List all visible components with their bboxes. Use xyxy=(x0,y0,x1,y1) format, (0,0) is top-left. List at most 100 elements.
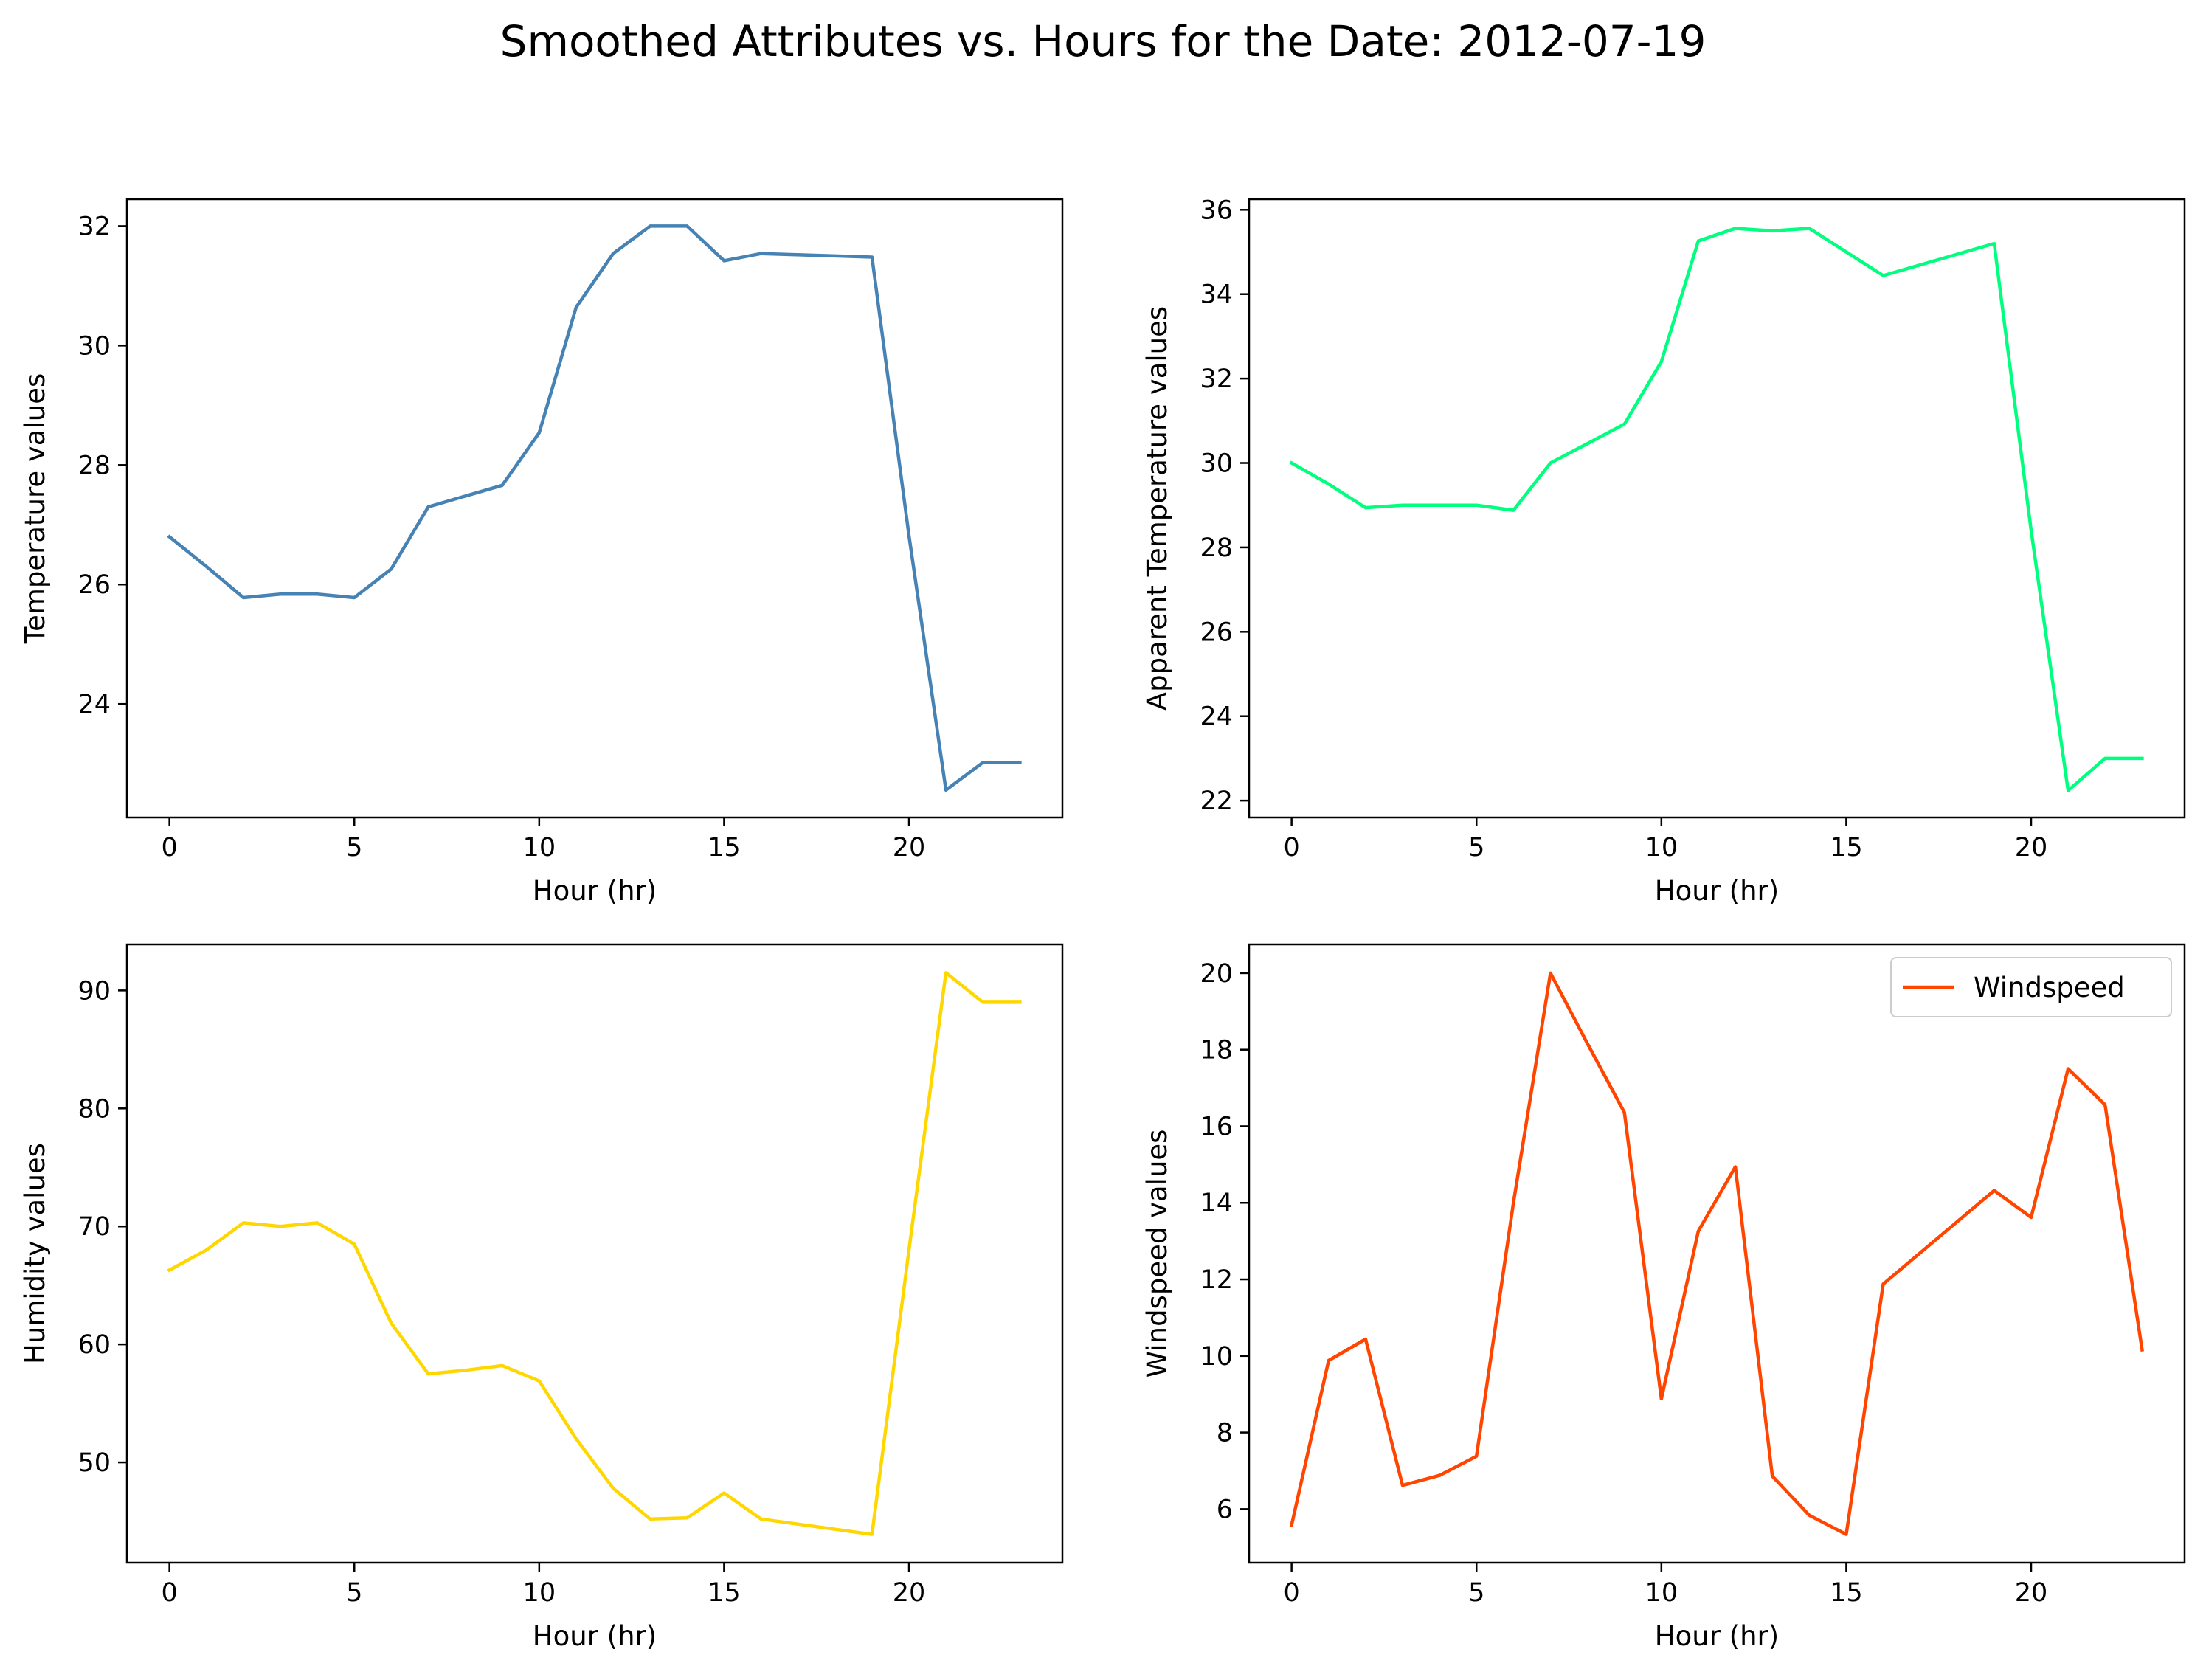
y-tick-label: 34 xyxy=(1200,280,1233,310)
data-point xyxy=(390,567,393,570)
y-tick-label: 80 xyxy=(77,1094,111,1124)
y-tick-label: 50 xyxy=(77,1448,111,1478)
data-point xyxy=(1549,462,1552,465)
subplot-1: 0 5 10 15 20 24 26 28 30 32 Hour (hr) Temperature v… xyxy=(19,198,1064,907)
subplot-2: 0 5 10 15 20 22 24 26 28 30 32 34 36 Hour (hr) Apparen… xyxy=(1141,196,2186,907)
data-point xyxy=(1438,1474,1441,1477)
legend-box xyxy=(1890,957,2172,1017)
data-point xyxy=(1771,229,1774,232)
data-point xyxy=(760,252,763,255)
data-point xyxy=(1586,442,1589,445)
data-point xyxy=(279,1225,282,1228)
y-tick-label: 24 xyxy=(1200,702,1233,732)
y-tick-label: 26 xyxy=(77,570,111,600)
data-point xyxy=(944,789,947,792)
y-axis-label: Temperature values xyxy=(19,373,51,644)
data-point xyxy=(685,224,688,227)
data-point xyxy=(1327,1359,1330,1362)
data-point xyxy=(1475,1455,1478,1458)
figure-title: Smoothed Attributes vs. Hours for the Da… xyxy=(499,16,1707,66)
data-point xyxy=(907,534,910,537)
y-axis-label: Apparent Temperature values xyxy=(1141,306,1173,711)
y-tick-label: 26 xyxy=(1200,618,1233,647)
data-point xyxy=(205,565,208,568)
data-point xyxy=(612,1487,615,1490)
data-point xyxy=(575,1437,578,1440)
x-tick-label: 10 xyxy=(523,833,556,863)
x-tick-label: 15 xyxy=(1830,833,1863,863)
data-point xyxy=(871,1533,874,1536)
data-point xyxy=(2067,789,2070,792)
x-tick-label: 0 xyxy=(161,1578,177,1608)
x-tick-label: 0 xyxy=(161,833,177,863)
data-point xyxy=(1364,506,1367,509)
y-tick-label: 14 xyxy=(1200,1189,1233,1218)
series-line xyxy=(167,224,1022,792)
data-point xyxy=(427,505,430,508)
data-point xyxy=(464,494,467,497)
data-point xyxy=(1327,483,1330,485)
y-tick-label: 8 xyxy=(1217,1419,1233,1448)
y-tick-label: 60 xyxy=(77,1330,111,1360)
data-point xyxy=(1771,1475,1774,1478)
y-axis-label: Humidity values xyxy=(19,1143,51,1364)
y-tick-label: 24 xyxy=(77,690,111,719)
legend: Windspeed xyxy=(1890,957,2172,1017)
y-tick-label: 28 xyxy=(77,451,111,480)
data-point xyxy=(760,1518,763,1521)
y-tick-label: 30 xyxy=(77,331,111,361)
data-point xyxy=(1364,1338,1367,1341)
data-point xyxy=(981,761,984,764)
data-point xyxy=(2140,757,2143,760)
y-tick-label: 30 xyxy=(1200,449,1233,479)
data-point xyxy=(1660,360,1663,363)
x-tick-label: 5 xyxy=(346,833,362,863)
data-point xyxy=(501,1364,504,1367)
data-point xyxy=(2103,1103,2106,1106)
data-point xyxy=(649,1518,651,1521)
x-tick-label: 20 xyxy=(893,833,926,863)
y-tick-label: 22 xyxy=(1200,787,1233,816)
data-point xyxy=(279,592,282,595)
data-point xyxy=(242,1221,245,1224)
data-point xyxy=(1993,242,1996,245)
data-point xyxy=(612,252,615,255)
data-point xyxy=(427,1372,430,1375)
data-point xyxy=(1549,972,1552,975)
data-point xyxy=(501,484,504,487)
axes-frame xyxy=(125,943,1064,1564)
data-point xyxy=(1401,504,1404,507)
data-point xyxy=(649,224,651,227)
y-tick-label: 70 xyxy=(77,1212,111,1242)
data-point xyxy=(1808,1514,1811,1517)
data-point xyxy=(1401,1484,1404,1487)
legend-label: Windspeed xyxy=(1974,972,2125,1003)
axes-frame xyxy=(1248,198,2186,819)
data-point xyxy=(1586,1042,1589,1045)
data-point xyxy=(1512,509,1515,512)
data-point xyxy=(168,536,171,539)
data-point xyxy=(1808,227,1811,230)
data-point xyxy=(538,1380,541,1383)
data-point xyxy=(1993,1189,1996,1192)
axes-frame xyxy=(1248,943,2186,1564)
x-tick-label: 5 xyxy=(1468,833,1484,863)
data-point xyxy=(685,1516,688,1519)
x-axis-label: Hour (hr) xyxy=(533,1620,657,1652)
data-point xyxy=(464,1369,467,1372)
y-tick-label: 10 xyxy=(1200,1342,1233,1372)
x-axis-label: Hour (hr) xyxy=(1655,875,1779,907)
x-tick-label: 15 xyxy=(1830,1578,1863,1608)
data-point xyxy=(1882,274,1885,277)
data-point xyxy=(2030,529,2033,532)
data-point xyxy=(1018,1000,1021,1003)
data-point xyxy=(205,1248,208,1251)
data-point xyxy=(242,596,245,599)
x-axis-label: Hour (hr) xyxy=(533,875,657,907)
data-point xyxy=(1018,761,1021,764)
data-point xyxy=(1623,1111,1626,1114)
y-tick-label: 12 xyxy=(1200,1265,1233,1295)
data-point xyxy=(390,1321,393,1324)
data-point xyxy=(1438,504,1441,507)
axes-frame xyxy=(125,198,1064,819)
